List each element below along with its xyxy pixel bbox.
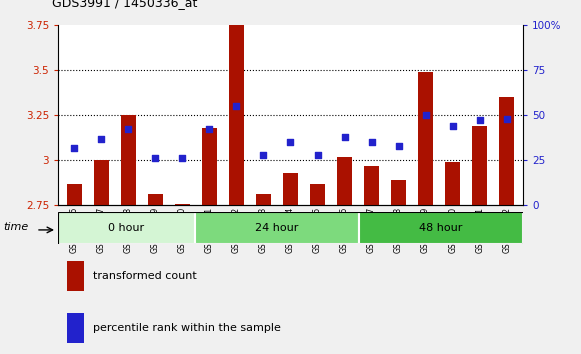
Bar: [94, 160, 109, 205]
Point: [475, 118, 485, 123]
Text: GDS3991 / 1450336_at: GDS3991 / 1450336_at: [52, 0, 198, 9]
Point: [232, 103, 241, 109]
Bar: [202, 128, 217, 205]
Point: [178, 155, 187, 161]
Bar: [310, 184, 325, 205]
Bar: [283, 173, 298, 205]
Point: [448, 123, 457, 129]
Point: [502, 116, 511, 121]
Point: [70, 145, 79, 150]
Point: [150, 155, 160, 161]
Point: [205, 127, 214, 132]
Point: [421, 112, 431, 118]
Text: percentile rank within the sample: percentile rank within the sample: [94, 323, 281, 333]
Bar: [391, 180, 406, 205]
Point: [96, 136, 106, 141]
Bar: [256, 194, 271, 205]
Text: 24 hour: 24 hour: [255, 223, 299, 233]
Bar: [364, 166, 379, 205]
Text: 0 hour: 0 hour: [109, 223, 145, 233]
Bar: [337, 156, 352, 205]
Text: transformed count: transformed count: [94, 271, 197, 281]
Point: [340, 134, 349, 139]
Point: [259, 152, 268, 158]
Bar: [499, 97, 514, 205]
Text: time: time: [3, 222, 28, 232]
Text: 48 hour: 48 hour: [419, 223, 462, 233]
Bar: [148, 194, 163, 205]
Bar: [121, 115, 136, 205]
Point: [124, 127, 133, 132]
Bar: [67, 313, 84, 343]
Bar: [58, 212, 195, 244]
Bar: [418, 72, 433, 205]
Bar: [195, 212, 359, 244]
Point: [394, 143, 403, 149]
Bar: [67, 261, 84, 291]
Point: [313, 152, 322, 158]
Point: [367, 139, 376, 145]
Bar: [472, 126, 487, 205]
Point: [286, 139, 295, 145]
Bar: [359, 212, 523, 244]
Bar: [229, 25, 244, 205]
Bar: [67, 184, 82, 205]
Bar: [445, 162, 460, 205]
Bar: [175, 204, 190, 205]
